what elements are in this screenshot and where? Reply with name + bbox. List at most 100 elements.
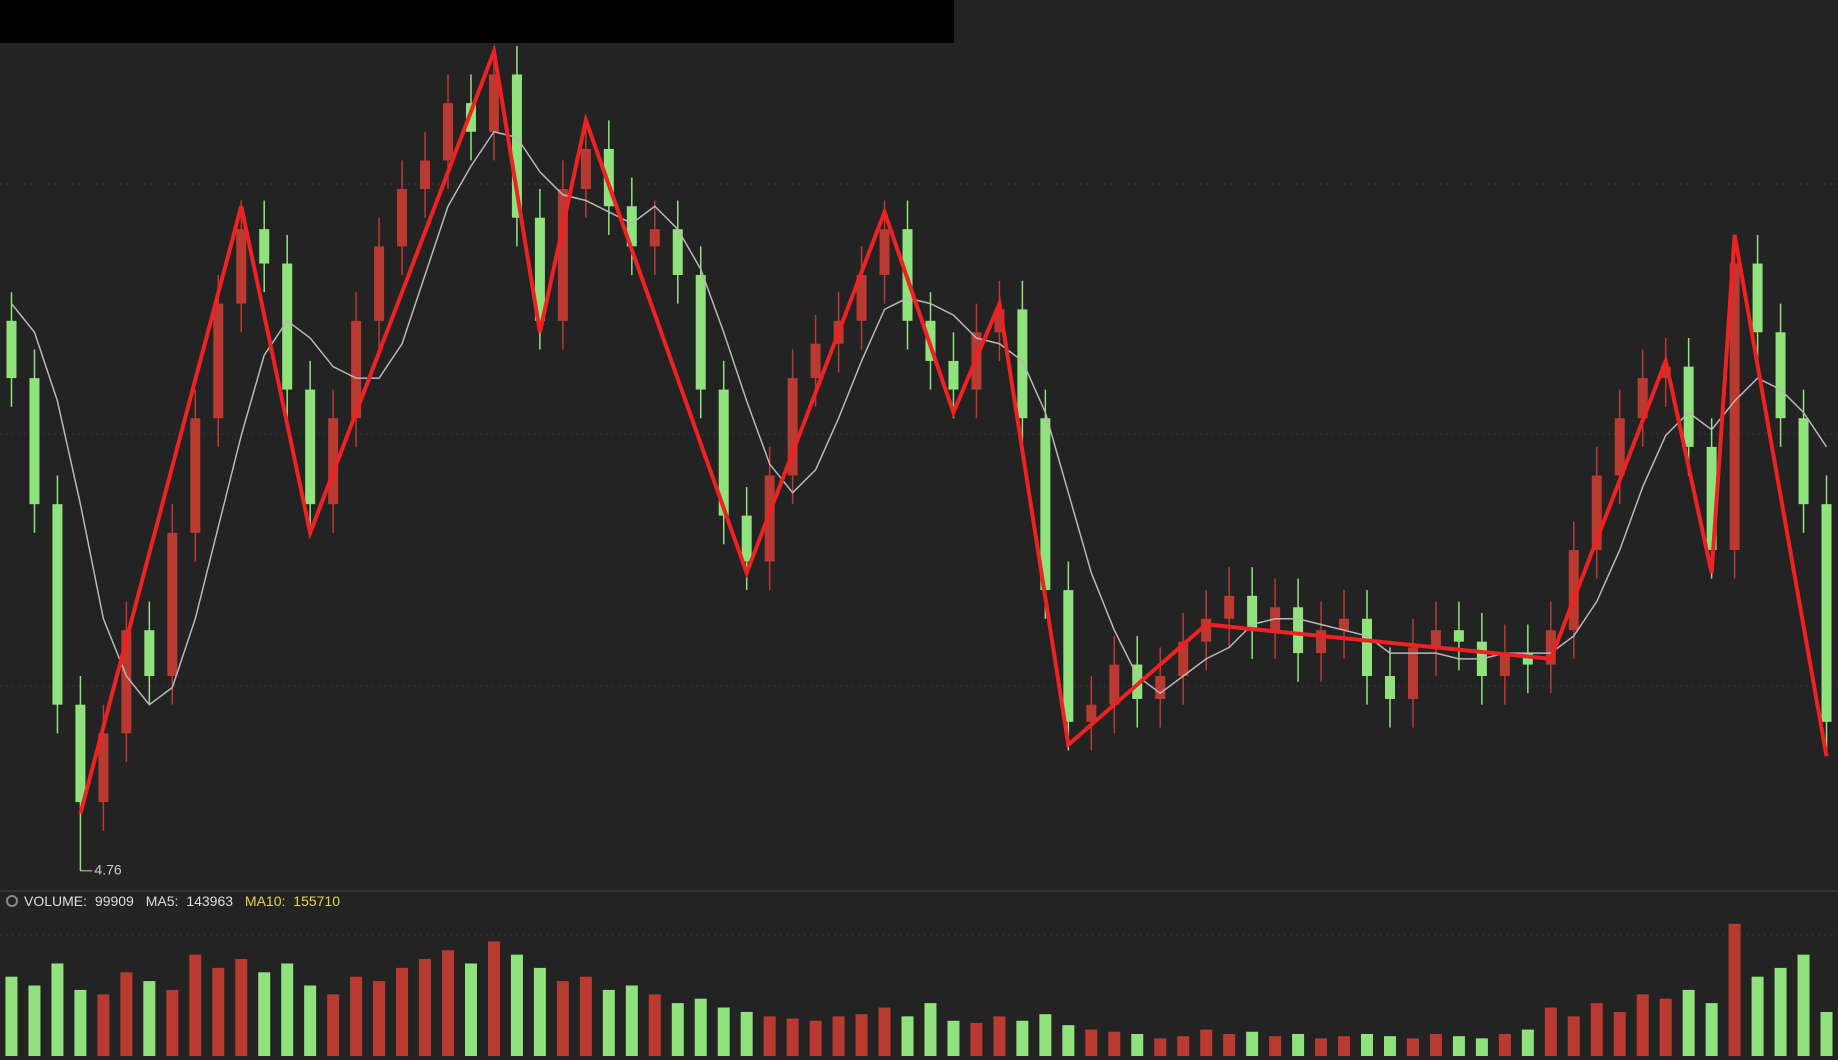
volume-bar	[1751, 976, 1764, 1056]
candle-body	[420, 160, 431, 190]
candle-body	[810, 343, 821, 379]
candle-body	[649, 229, 660, 247]
volume-bar	[648, 994, 661, 1056]
volume-bar	[1590, 1003, 1603, 1056]
volume-bar	[419, 959, 432, 1056]
volume-value: 99909	[95, 893, 134, 909]
volume-bar	[1452, 1036, 1465, 1056]
volume-label: VOLUME:	[24, 893, 87, 909]
volume-bar	[1636, 994, 1649, 1056]
candle-body	[1752, 263, 1763, 333]
volume-bar	[1705, 1003, 1718, 1056]
candle-body	[282, 263, 293, 390]
candle-body	[856, 274, 867, 321]
volume-bar	[1774, 967, 1787, 1056]
volume-bar	[5, 976, 18, 1056]
volume-bar	[510, 954, 523, 1056]
volume-bar	[1383, 1036, 1396, 1056]
ma5-label: MA5:	[146, 893, 179, 909]
candle-body	[351, 320, 362, 419]
candle-body	[52, 504, 63, 705]
candle-body	[236, 229, 247, 304]
ma10-label: MA10:	[245, 893, 285, 909]
candle-body	[787, 378, 798, 476]
candle-body	[374, 246, 385, 321]
candle-body	[1821, 504, 1832, 722]
candle-body	[1293, 607, 1304, 654]
candle-body	[1384, 676, 1395, 699]
volume-bar	[740, 1011, 753, 1056]
candle-body	[305, 389, 316, 505]
candle-body	[213, 303, 224, 419]
candle-body	[1706, 446, 1717, 550]
volume-bar	[1177, 1036, 1190, 1056]
volume-bar	[464, 963, 477, 1056]
candle-body	[948, 360, 959, 390]
volume-bar	[602, 989, 615, 1056]
volume-bar	[993, 1016, 1006, 1056]
candle-body	[764, 475, 775, 562]
candle-body	[1086, 704, 1097, 722]
candle-body	[1430, 630, 1441, 648]
volume-bar	[74, 989, 87, 1056]
candle-body	[190, 418, 201, 533]
volume-bar	[51, 963, 64, 1056]
candle-body	[1155, 676, 1166, 699]
candle-body	[718, 389, 729, 516]
volume-bar	[442, 950, 455, 1056]
volume-bar	[1154, 1038, 1167, 1056]
volume-bar	[786, 1018, 799, 1056]
volume-bar	[717, 1007, 730, 1056]
candle-body	[580, 148, 591, 190]
candle-body	[994, 309, 1005, 333]
volume-bar	[1062, 1025, 1075, 1056]
volume-bar	[350, 976, 363, 1056]
volume-bar	[1338, 1036, 1351, 1056]
candle-body	[259, 229, 270, 264]
candle-body	[443, 103, 454, 161]
volume-bar	[1016, 1020, 1029, 1056]
candle-body	[1775, 332, 1786, 419]
volume-bar	[625, 985, 638, 1056]
volume-bar	[1521, 1029, 1534, 1056]
marks: 4.76	[5, 43, 1833, 1056]
volume-bar	[1292, 1033, 1305, 1056]
candle-body	[557, 189, 568, 321]
candle-body	[1660, 366, 1671, 379]
candle-body	[1339, 618, 1350, 631]
candle-body	[328, 418, 339, 505]
volume-bar	[809, 1020, 822, 1056]
volume-bar	[1131, 1033, 1144, 1056]
candle-body	[121, 630, 132, 734]
volume-bar	[212, 967, 225, 1056]
candle-body	[1729, 263, 1740, 550]
volume-bar	[1797, 954, 1810, 1056]
candle-body	[1040, 418, 1051, 591]
volume-legend: VOLUME: 99909 MA5: 143963 MA10: 155710	[24, 893, 340, 909]
volume-bar	[1406, 1038, 1419, 1056]
volume-bar	[327, 994, 340, 1056]
candle-body	[1316, 630, 1327, 654]
volume-bar	[947, 1020, 960, 1056]
candle-body	[167, 532, 178, 677]
ma10-value: 155710	[293, 893, 340, 909]
volume-bar	[373, 981, 386, 1056]
candle-body	[1407, 647, 1418, 699]
candle-body	[1247, 595, 1258, 631]
ma5-value: 143963	[186, 893, 233, 909]
volume-bar	[1223, 1033, 1236, 1056]
candle-body	[465, 103, 476, 132]
volume-bar	[1613, 1011, 1626, 1056]
volume-bar	[1269, 1036, 1282, 1056]
candle-body	[626, 206, 637, 247]
volume-bar	[924, 1003, 937, 1056]
volume-bar	[258, 972, 271, 1056]
candle-body	[695, 274, 706, 390]
candle-body	[1132, 664, 1143, 699]
candle-body	[1201, 618, 1212, 642]
candle-body	[1591, 475, 1602, 550]
volume-bar	[1659, 998, 1672, 1056]
volume-bar	[396, 967, 409, 1056]
candle-body	[1362, 618, 1373, 677]
